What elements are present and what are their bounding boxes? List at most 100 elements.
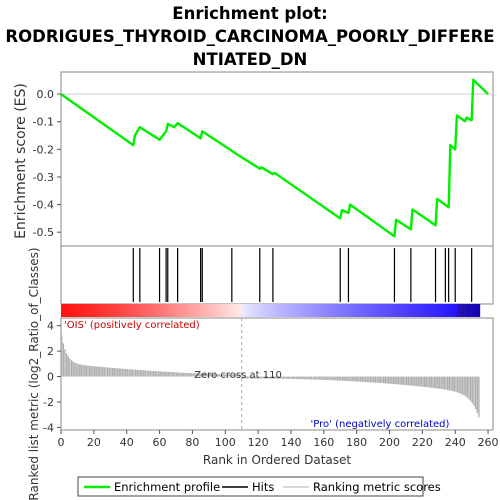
band-cell xyxy=(320,304,323,317)
band-cell xyxy=(172,304,175,317)
metric-bar xyxy=(292,376,294,379)
band-cell xyxy=(322,304,325,317)
metric-bar xyxy=(233,374,235,377)
metric-bar xyxy=(151,370,153,377)
band-cell xyxy=(74,304,77,317)
x-tick-label: 0 xyxy=(58,436,65,449)
band-cell xyxy=(386,304,389,317)
band-cell xyxy=(246,304,249,317)
band-cell xyxy=(379,304,382,317)
metric-bar xyxy=(82,364,84,377)
metric-bar xyxy=(90,365,92,377)
band-cell xyxy=(98,304,101,317)
band-cell xyxy=(97,304,100,317)
metric-bar xyxy=(371,376,373,383)
metric-bar xyxy=(318,376,321,380)
band-cell xyxy=(276,304,279,317)
band-cell xyxy=(300,304,303,317)
metric-bar xyxy=(194,373,196,377)
metric-bar xyxy=(267,376,270,379)
band-cell xyxy=(202,304,205,317)
metric-bar xyxy=(450,376,452,391)
band-cell xyxy=(410,304,413,317)
band-cell xyxy=(364,304,367,317)
metric-bar xyxy=(92,366,94,377)
band-cell xyxy=(217,304,219,317)
metric-bar xyxy=(116,368,119,377)
band-cell xyxy=(317,304,320,317)
band-cell xyxy=(264,304,267,317)
metric-bar xyxy=(179,372,181,377)
metric-bar xyxy=(471,376,474,404)
positive-correlation-label: 'OIS' (positively correlated) xyxy=(64,320,200,331)
band-cell xyxy=(162,304,165,317)
metric-bar xyxy=(230,374,232,377)
band-cell xyxy=(442,304,445,317)
metric-bar xyxy=(248,376,250,379)
band-cell xyxy=(139,304,142,317)
band-cell xyxy=(433,304,436,317)
band-cell xyxy=(121,304,124,317)
metric-bar xyxy=(361,376,363,382)
metric-bar xyxy=(74,362,76,377)
metric-bar xyxy=(254,376,257,379)
metric-bar xyxy=(397,376,400,385)
band-cell xyxy=(274,304,277,317)
x-tick-label: 40 xyxy=(120,436,134,449)
band-cell xyxy=(225,304,228,317)
x-tick-label: 20 xyxy=(87,436,101,449)
band-cell xyxy=(235,304,238,317)
ranking-color-band xyxy=(61,304,481,317)
band-cell xyxy=(115,304,118,317)
metric-bar xyxy=(208,373,211,377)
es-y-tick-label: -0.5 xyxy=(33,226,54,239)
band-cell xyxy=(166,304,169,317)
band-cell xyxy=(424,304,426,317)
x-axis-label: Rank in Ordered Dataset xyxy=(203,453,351,467)
es-y-tick-label: -0.3 xyxy=(33,171,54,184)
band-cell xyxy=(382,304,385,317)
band-cell xyxy=(281,304,284,317)
metric-bar xyxy=(148,370,150,377)
metric-bar xyxy=(304,376,306,380)
band-cell xyxy=(461,304,464,317)
enrichment-profile-line xyxy=(60,78,489,238)
metric-bar xyxy=(381,376,383,384)
metric-bar xyxy=(461,376,464,395)
band-cell xyxy=(125,304,127,317)
metric-bar xyxy=(358,376,360,382)
band-cell xyxy=(455,304,458,317)
metric-bar xyxy=(284,376,286,379)
band-cell xyxy=(437,304,440,317)
band-cell xyxy=(419,304,422,317)
metric-bar xyxy=(351,376,354,382)
band-cell xyxy=(456,304,459,317)
metric-y-tick-label: 4 xyxy=(47,320,54,333)
band-cell xyxy=(159,304,162,317)
band-cell xyxy=(399,304,402,317)
band-cell xyxy=(473,304,476,317)
band-cell xyxy=(277,304,280,317)
band-cell xyxy=(131,304,134,317)
es-y-tick-label: 0.0 xyxy=(37,88,55,101)
band-cell xyxy=(368,304,371,317)
metric-bar xyxy=(433,376,436,389)
band-cell xyxy=(476,304,479,317)
metric-y-tick-label: -2 xyxy=(43,396,54,409)
band-cell xyxy=(175,304,178,317)
band-cell xyxy=(355,304,357,317)
metric-bar xyxy=(103,367,106,377)
metric-bar xyxy=(118,368,120,377)
metric-bar xyxy=(447,376,449,391)
metric-bar xyxy=(323,376,326,380)
band-cell xyxy=(69,304,72,317)
metric-bar xyxy=(466,376,469,398)
band-cell xyxy=(430,304,433,317)
band-cell xyxy=(341,304,344,317)
metric-bar xyxy=(177,372,180,377)
band-cell xyxy=(381,304,384,317)
metric-bar xyxy=(271,376,273,379)
band-cell xyxy=(451,304,454,317)
band-cell xyxy=(146,304,149,317)
band-cell xyxy=(129,304,132,317)
